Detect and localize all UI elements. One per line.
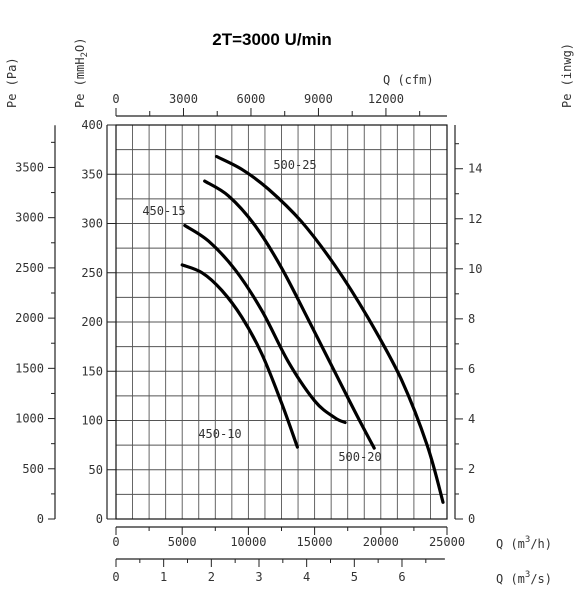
left-outer-tick-label: 2000 bbox=[15, 311, 44, 325]
right-tick-label: 14 bbox=[468, 162, 482, 176]
series-label-450-15: 450-15 bbox=[142, 204, 185, 218]
left-outer-tick-label: 3000 bbox=[15, 211, 44, 225]
top-tick-label: 9000 bbox=[304, 92, 333, 106]
left-inner-tick-label: 300 bbox=[81, 217, 103, 231]
left-outer-tick-label: 500 bbox=[22, 462, 44, 476]
left-outer-tick-label: 2500 bbox=[15, 261, 44, 275]
series-label-500-25: 500-25 bbox=[273, 158, 316, 172]
bottom-m3h-tick-label: 20000 bbox=[363, 535, 399, 549]
axes: 0501001502002503003504000500100015002000… bbox=[15, 92, 482, 584]
bottom-m3h-tick-label: 5000 bbox=[168, 535, 197, 549]
bottom-axis-label-m3s: Q (m3/s) bbox=[496, 570, 552, 586]
top-tick-label: 6000 bbox=[237, 92, 266, 106]
left-outer-tick-label: 0 bbox=[37, 512, 44, 526]
bottom-m3s-tick-label: 6 bbox=[398, 570, 405, 584]
bottom-m3h-tick-label: 10000 bbox=[230, 535, 266, 549]
series-label-500-20: 500-20 bbox=[338, 450, 381, 464]
left-inner-tick-label: 0 bbox=[96, 512, 103, 526]
bottom-m3s-tick-label: 4 bbox=[303, 570, 310, 584]
right-tick-label: 10 bbox=[468, 262, 482, 276]
top-axis-label: Q (cfm) bbox=[383, 73, 434, 87]
left-inner-tick-label: 400 bbox=[81, 118, 103, 132]
left-inner-tick-label: 150 bbox=[81, 364, 103, 378]
chart-title: 2T=3000 U/min bbox=[212, 30, 332, 49]
series-curves: 450-10 450-15 500-20 500-25 bbox=[142, 154, 445, 504]
right-tick-label: 4 bbox=[468, 412, 475, 426]
series-line-500-20 bbox=[203, 179, 376, 450]
top-tick-label: 0 bbox=[112, 92, 119, 106]
left-inner-axis-label: Pe (mmH2O) bbox=[73, 38, 90, 108]
right-tick-label: 6 bbox=[468, 362, 475, 376]
series-label-450-10: 450-10 bbox=[198, 427, 241, 441]
series-line-500-25 bbox=[215, 154, 445, 504]
left-outer-tick-label: 3500 bbox=[15, 160, 44, 174]
right-tick-label: 2 bbox=[468, 462, 475, 476]
grid-lines bbox=[115, 124, 448, 520]
series-line-450-15 bbox=[183, 223, 347, 425]
left-inner-tick-label: 50 bbox=[89, 463, 103, 477]
left-inner-tick-label: 350 bbox=[81, 167, 103, 181]
left-outer-axis-label: Pe (Pa) bbox=[5, 57, 19, 108]
left-outer-tick-label: 1500 bbox=[15, 361, 44, 375]
bottom-m3s-tick-label: 5 bbox=[351, 570, 358, 584]
left-inner-tick-label: 250 bbox=[81, 266, 103, 280]
top-tick-label: 3000 bbox=[169, 92, 198, 106]
left-outer-tick-label: 1000 bbox=[15, 412, 44, 426]
left-inner-tick-label: 200 bbox=[81, 315, 103, 329]
bottom-axis-label-m3h: Q (m3/h) bbox=[496, 535, 552, 551]
right-tick-label: 8 bbox=[468, 312, 475, 326]
bottom-m3s-tick-label: 3 bbox=[255, 570, 262, 584]
top-tick-label: 12000 bbox=[368, 92, 404, 106]
bottom-m3s-tick-label: 1 bbox=[160, 570, 167, 584]
bottom-m3s-tick-label: 0 bbox=[112, 570, 119, 584]
right-tick-label: 0 bbox=[468, 512, 475, 526]
bottom-m3h-tick-label: 25000 bbox=[429, 535, 465, 549]
left-inner-tick-label: 100 bbox=[81, 414, 103, 428]
bottom-m3s-tick-label: 2 bbox=[208, 570, 215, 584]
bottom-m3h-tick-label: 0 bbox=[112, 535, 119, 549]
series-line-450-10 bbox=[180, 263, 299, 449]
right-axis-label: Pe (inwg) bbox=[560, 43, 574, 108]
right-tick-label: 12 bbox=[468, 212, 482, 226]
bottom-m3h-tick-label: 15000 bbox=[297, 535, 333, 549]
